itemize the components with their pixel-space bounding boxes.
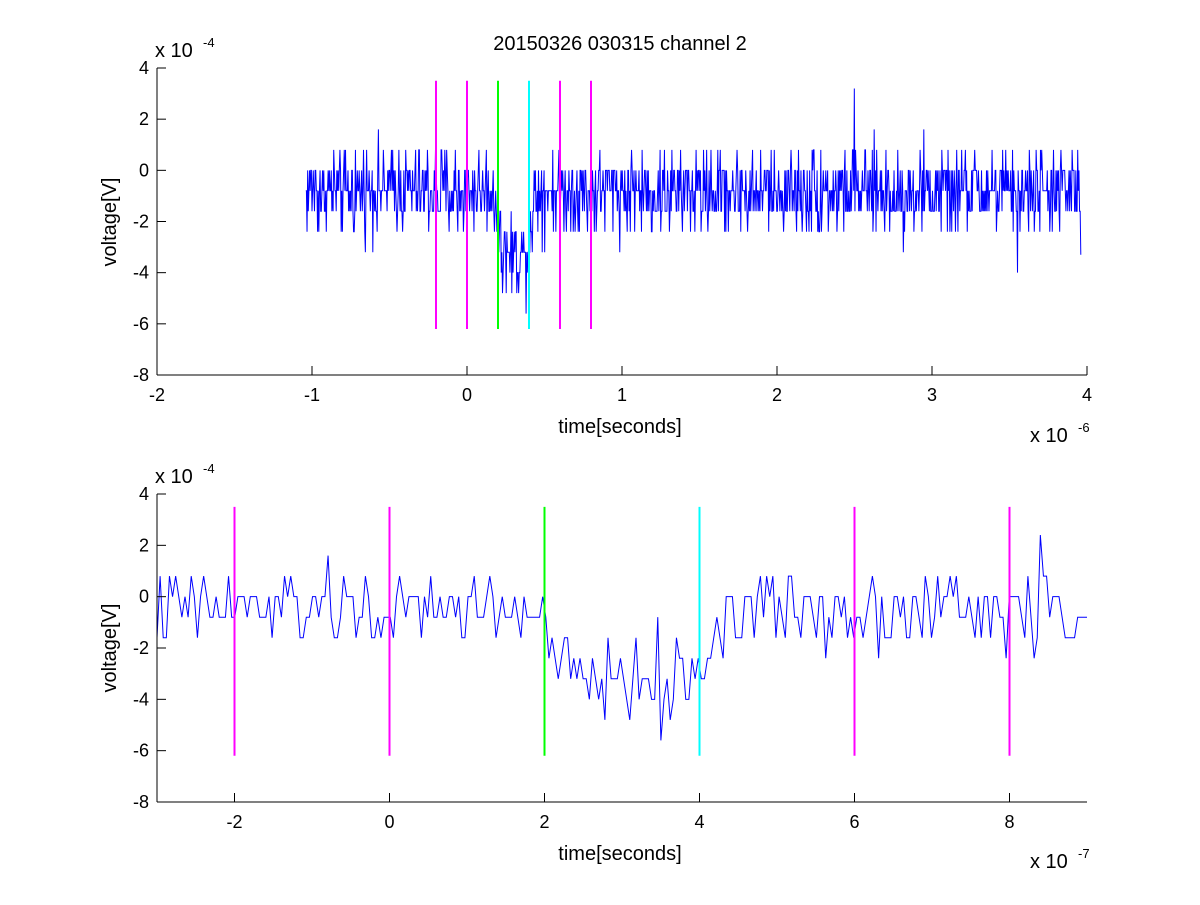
top-x-multiplier: x 10 -6 — [1030, 420, 1090, 447]
top-y-tick-label: -8 — [133, 365, 149, 385]
top-y-multiplier-exponent: -4 — [203, 35, 215, 50]
top-y-multiplier-base: x 10 — [155, 40, 193, 62]
top-x-tick-label: 2 — [772, 385, 782, 405]
top-y-tick-label: -4 — [133, 263, 149, 283]
top-x-axis-label: time[seconds] — [558, 416, 681, 438]
bottom-signal-line — [156, 535, 1087, 741]
top-y-tick-label: 4 — [139, 58, 149, 78]
bottom-y-tick-label: 2 — [139, 535, 149, 555]
bottom-x-multiplier-exponent: -7 — [1078, 846, 1090, 861]
top-x-multiplier-exponent: -6 — [1078, 420, 1090, 435]
top-x-tick-label: -1 — [304, 385, 320, 405]
top-signal-line — [305, 88, 1082, 314]
bottom-y-tick-label: -2 — [133, 638, 149, 658]
bottom-x-axis-label: time[seconds] — [558, 843, 681, 865]
bottom-x-tick-label: 6 — [849, 812, 859, 832]
top-y-tick-label: -2 — [133, 212, 149, 232]
top-x-tick-label: 4 — [1082, 385, 1092, 405]
bottom-y-multiplier-base: x 10 — [155, 466, 193, 488]
bottom-y-multiplier-exponent: -4 — [203, 461, 215, 476]
bottom-y-tick-label: 0 — [139, 587, 149, 607]
bottom-x-tick-label: 4 — [694, 812, 704, 832]
top-y-multiplier: x 10 -4 — [155, 35, 215, 62]
chart-title: 20150326 030315 channel 2 — [493, 33, 747, 55]
top-y-tick-label: -6 — [133, 314, 149, 334]
top-x-tick-label: -2 — [149, 385, 165, 405]
top-x-tick-label: 3 — [927, 385, 937, 405]
bottom-y-tick-label: -4 — [133, 689, 149, 709]
bottom-y-tick-label: 4 — [139, 484, 149, 504]
bottom-y-axis-label: voltage[V] — [99, 604, 121, 693]
top-x-multiplier-base: x 10 — [1030, 425, 1068, 447]
bottom-x-tick-label: -2 — [226, 812, 242, 832]
top-y-tick-label: 0 — [139, 160, 149, 180]
bottom-subplot: time[seconds] voltage[V] x 10 -4 x 10 -7… — [99, 461, 1090, 873]
top-x-tick-label: 1 — [617, 385, 627, 405]
top-y-axis-label: voltage[V] — [99, 178, 121, 267]
top-subplot: 20150326 030315 channel 2 time[seconds] … — [99, 33, 1092, 447]
bottom-x-tick-label: 0 — [384, 812, 394, 832]
top-y-tick-label: 2 — [139, 109, 149, 129]
top-x-tick-label: 0 — [462, 385, 472, 405]
bottom-y-tick-label: -8 — [133, 792, 149, 812]
bottom-x-tick-label: 2 — [539, 812, 549, 832]
bottom-y-tick-label: -6 — [133, 741, 149, 761]
bottom-x-tick-label: 8 — [1004, 812, 1014, 832]
bottom-x-multiplier: x 10 -7 — [1030, 846, 1090, 873]
bottom-x-multiplier-base: x 10 — [1030, 851, 1068, 873]
bottom-y-multiplier: x 10 -4 — [155, 461, 215, 488]
